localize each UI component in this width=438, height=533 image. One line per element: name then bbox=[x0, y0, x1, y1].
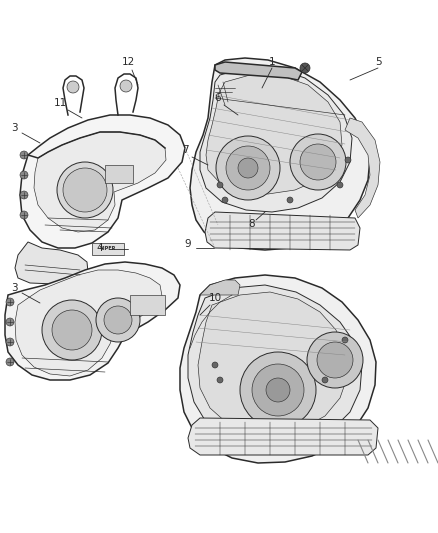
Polygon shape bbox=[345, 118, 380, 218]
Circle shape bbox=[6, 318, 14, 326]
Text: 1: 1 bbox=[268, 57, 276, 67]
Circle shape bbox=[217, 182, 223, 188]
Polygon shape bbox=[215, 62, 302, 80]
Text: 3: 3 bbox=[11, 283, 18, 293]
Text: 4: 4 bbox=[97, 243, 103, 253]
Circle shape bbox=[300, 144, 336, 180]
Text: 6: 6 bbox=[215, 93, 221, 103]
Polygon shape bbox=[5, 262, 180, 380]
Circle shape bbox=[322, 377, 328, 383]
Text: 12: 12 bbox=[121, 57, 134, 67]
Circle shape bbox=[216, 136, 280, 200]
Circle shape bbox=[20, 151, 28, 159]
Circle shape bbox=[104, 306, 132, 334]
Circle shape bbox=[307, 332, 363, 388]
Circle shape bbox=[345, 157, 351, 163]
Circle shape bbox=[217, 377, 223, 383]
Circle shape bbox=[57, 162, 113, 218]
Text: 5: 5 bbox=[374, 57, 381, 67]
Polygon shape bbox=[20, 115, 185, 248]
Text: 9: 9 bbox=[185, 239, 191, 249]
Circle shape bbox=[212, 362, 218, 368]
Circle shape bbox=[252, 364, 304, 416]
Polygon shape bbox=[15, 270, 162, 376]
Polygon shape bbox=[198, 292, 348, 435]
Circle shape bbox=[6, 298, 14, 306]
Circle shape bbox=[240, 352, 316, 428]
Polygon shape bbox=[190, 58, 370, 250]
Circle shape bbox=[120, 80, 132, 92]
Circle shape bbox=[238, 158, 258, 178]
Polygon shape bbox=[180, 275, 376, 463]
Circle shape bbox=[52, 310, 92, 350]
Bar bbox=[92, 243, 124, 255]
Bar bbox=[130, 295, 165, 315]
Circle shape bbox=[96, 298, 140, 342]
Text: 10: 10 bbox=[208, 293, 222, 303]
Polygon shape bbox=[205, 212, 360, 250]
Polygon shape bbox=[188, 418, 378, 455]
Bar bbox=[105, 165, 133, 183]
Circle shape bbox=[20, 191, 28, 199]
Circle shape bbox=[222, 197, 228, 203]
Circle shape bbox=[226, 146, 270, 190]
Circle shape bbox=[6, 338, 14, 346]
Circle shape bbox=[317, 342, 353, 378]
Text: 7: 7 bbox=[182, 145, 188, 155]
Circle shape bbox=[20, 211, 28, 219]
Polygon shape bbox=[200, 280, 240, 295]
Circle shape bbox=[6, 358, 14, 366]
Circle shape bbox=[287, 197, 293, 203]
Circle shape bbox=[63, 168, 107, 212]
Circle shape bbox=[290, 134, 346, 190]
Circle shape bbox=[266, 378, 290, 402]
Circle shape bbox=[67, 81, 79, 93]
Polygon shape bbox=[206, 75, 342, 194]
Text: 11: 11 bbox=[53, 98, 67, 108]
Circle shape bbox=[342, 337, 348, 343]
Circle shape bbox=[42, 300, 102, 360]
Polygon shape bbox=[200, 68, 352, 212]
Text: VIPER: VIPER bbox=[100, 246, 116, 252]
Polygon shape bbox=[15, 242, 88, 284]
Circle shape bbox=[337, 182, 343, 188]
Polygon shape bbox=[188, 285, 362, 448]
Polygon shape bbox=[34, 132, 166, 232]
Circle shape bbox=[300, 63, 310, 73]
Text: 8: 8 bbox=[249, 219, 255, 229]
Circle shape bbox=[20, 171, 28, 179]
Text: 3: 3 bbox=[11, 123, 18, 133]
